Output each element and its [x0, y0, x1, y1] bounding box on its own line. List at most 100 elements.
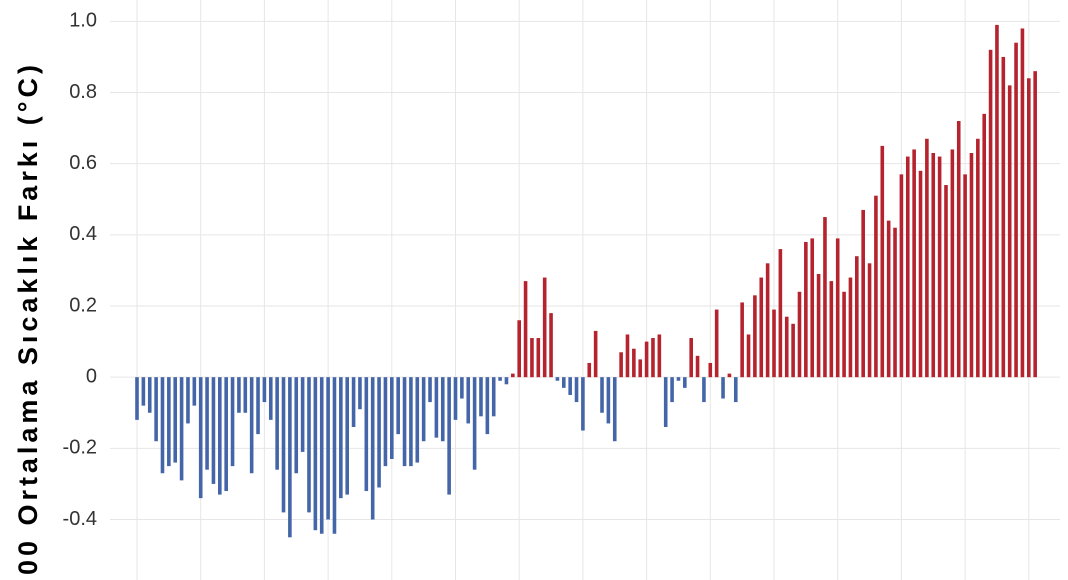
bar — [835, 238, 840, 378]
bar — [867, 263, 872, 378]
bar — [466, 377, 471, 424]
bar — [313, 377, 318, 531]
bar — [638, 359, 643, 378]
bar — [708, 362, 713, 378]
y-tick-label: 0 — [86, 365, 97, 387]
bar — [530, 338, 534, 378]
bar — [753, 295, 757, 378]
bar — [243, 377, 248, 413]
bar — [536, 338, 541, 378]
bar — [440, 377, 445, 442]
bar — [517, 320, 521, 378]
bar — [746, 334, 751, 378]
bar — [415, 377, 420, 463]
bar — [198, 377, 203, 499]
bar — [899, 174, 904, 378]
bar — [160, 377, 165, 474]
bar — [383, 377, 388, 467]
bar — [714, 309, 719, 378]
bar — [625, 334, 630, 378]
bar — [428, 377, 432, 403]
bar — [893, 227, 897, 378]
bar — [1020, 28, 1025, 378]
bar — [339, 377, 343, 499]
bar — [447, 377, 451, 495]
bar — [491, 377, 496, 417]
bar — [561, 377, 566, 388]
bar — [549, 313, 553, 378]
bar — [657, 334, 662, 378]
bar — [453, 377, 458, 420]
bar — [695, 355, 700, 378]
bar — [262, 377, 267, 403]
bar — [504, 377, 509, 385]
bar — [568, 377, 572, 395]
y-tick-label: 0.4 — [69, 223, 97, 245]
bar — [555, 377, 560, 381]
bar — [663, 377, 668, 427]
bar — [829, 281, 834, 378]
bar — [791, 323, 795, 378]
bar — [402, 377, 407, 467]
bar — [937, 156, 942, 378]
bar — [612, 377, 617, 442]
bar — [396, 377, 400, 435]
bar — [345, 377, 350, 495]
bar — [542, 277, 547, 378]
y-tick-label: 0.8 — [69, 81, 97, 103]
bar — [931, 153, 936, 378]
bar — [689, 338, 693, 378]
bar — [683, 377, 687, 388]
bar — [721, 377, 725, 399]
bar — [950, 149, 955, 378]
bar — [135, 377, 139, 420]
bar — [205, 377, 209, 470]
bar — [288, 377, 292, 538]
y-tick-label: 1.0 — [69, 10, 97, 32]
bar — [823, 217, 827, 378]
bar — [1033, 71, 1037, 378]
bar — [804, 241, 808, 378]
bar — [797, 291, 802, 378]
bar — [1007, 85, 1012, 378]
bar — [778, 249, 783, 378]
bar — [874, 195, 878, 378]
bar — [268, 377, 273, 420]
bar — [421, 377, 426, 442]
bar — [855, 256, 859, 378]
bar — [294, 377, 299, 474]
bar — [300, 377, 305, 452]
bar — [192, 377, 197, 406]
bar — [632, 348, 636, 378]
bar — [249, 377, 254, 474]
bar — [179, 377, 184, 481]
bar — [733, 377, 738, 403]
bar — [319, 377, 324, 534]
bar — [880, 145, 885, 378]
bar — [918, 170, 923, 378]
bar — [364, 377, 369, 492]
bar — [976, 138, 980, 378]
bar — [224, 377, 228, 492]
bar — [593, 330, 598, 378]
bar — [167, 377, 171, 467]
bar — [358, 377, 362, 410]
bar — [281, 377, 286, 513]
y-tick-label: 0.6 — [69, 152, 97, 174]
bar — [460, 377, 464, 399]
bar — [1014, 42, 1018, 378]
bar — [147, 377, 152, 413]
bar — [511, 373, 515, 378]
bar — [702, 377, 706, 403]
bar — [944, 185, 948, 378]
bar — [485, 377, 490, 435]
bar — [651, 338, 655, 378]
bar — [332, 377, 337, 534]
bar — [772, 309, 776, 378]
bar — [912, 149, 916, 378]
bar — [886, 220, 891, 378]
bar — [810, 238, 815, 378]
bar — [600, 377, 604, 413]
